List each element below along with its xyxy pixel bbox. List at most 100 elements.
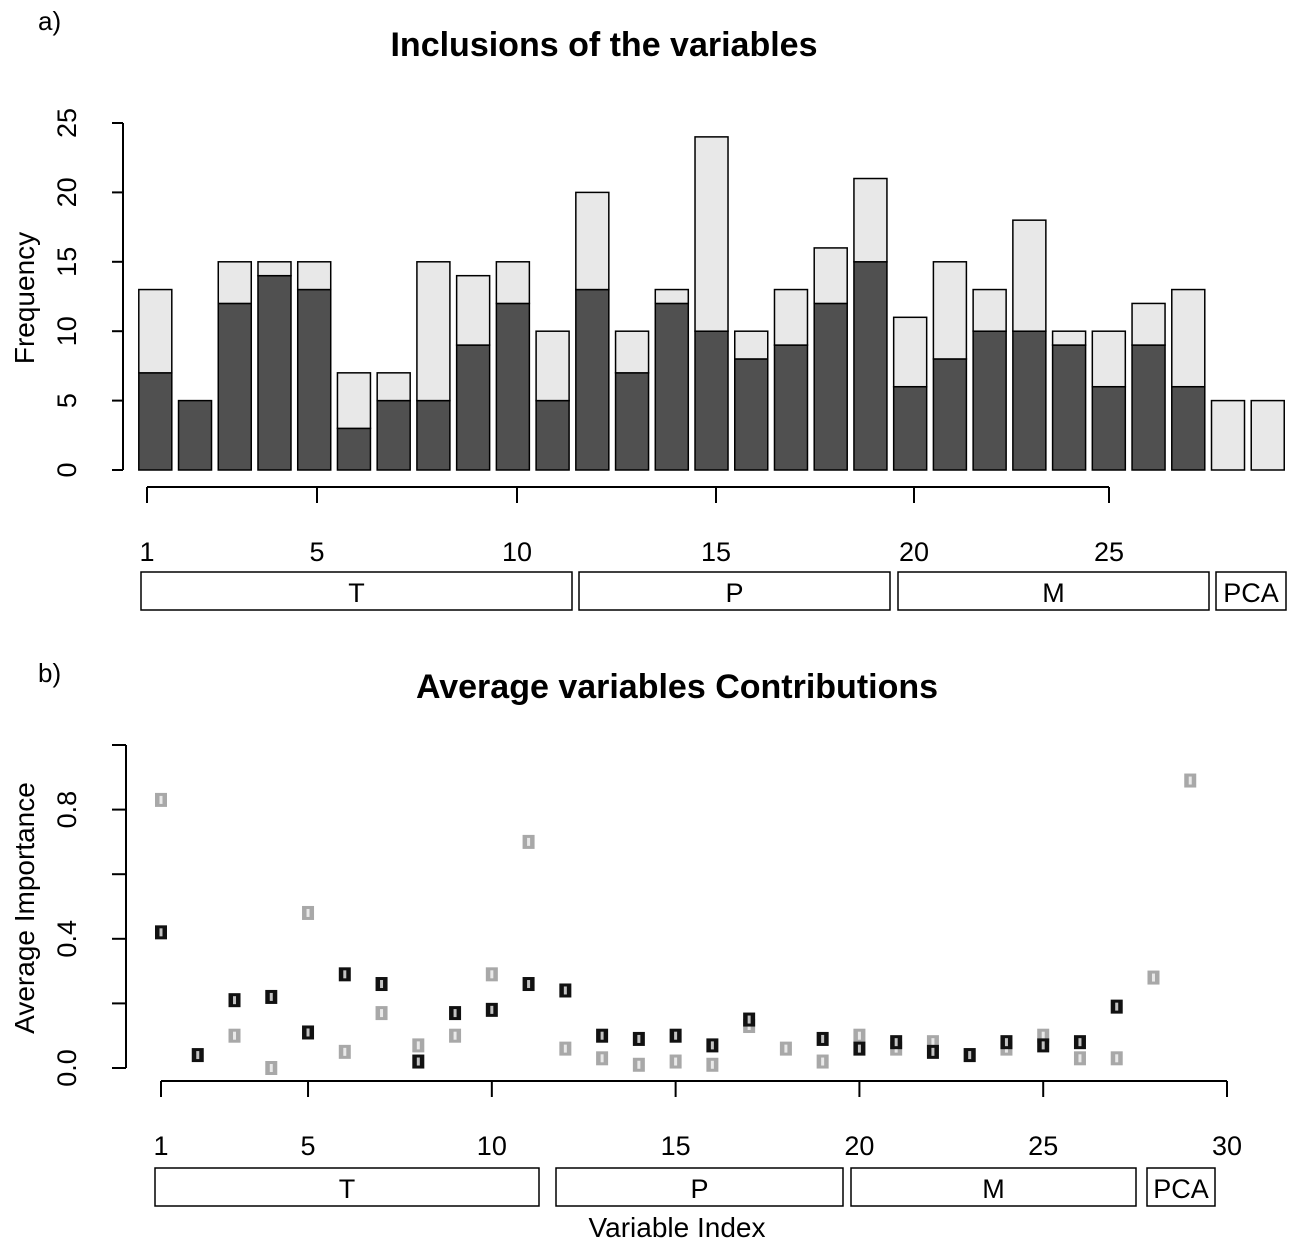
panel-b-x-tick-label: 20 <box>844 1131 874 1161</box>
panel-a-group-box <box>1215 571 1287 611</box>
panel-a-group-box <box>140 571 573 611</box>
panel-b-x-tick-label: 10 <box>477 1131 507 1161</box>
panel-b-group-box <box>1146 1167 1216 1207</box>
point-dark-highlight <box>857 1044 861 1053</box>
panel-a-y-tick-label: 0 <box>52 462 82 477</box>
point-light-highlight <box>1151 973 1155 982</box>
bar-light <box>1051 330 1087 346</box>
bar-dark <box>614 372 650 471</box>
point-light-highlight <box>600 1054 604 1063</box>
panel-b-group-box <box>154 1167 540 1207</box>
bar-dark <box>535 399 570 471</box>
bar-light <box>416 261 451 402</box>
bar-dark <box>1012 330 1047 471</box>
panel-a-title: Inclusions of the variables <box>390 26 817 64</box>
bar-dark <box>217 302 253 471</box>
point-dark-highlight <box>563 986 567 995</box>
bar-light <box>1250 399 1285 471</box>
panel-b-y-axis-label: Average Importance <box>9 782 40 1034</box>
bar-light <box>138 288 173 374</box>
point-light-highlight <box>710 1060 714 1069</box>
bar-dark <box>654 302 690 471</box>
point-dark-highlight <box>269 992 273 1001</box>
panel-b-group-label: M <box>982 1174 1005 1204</box>
panel-b-x-tick-label: 15 <box>661 1131 691 1161</box>
point-dark-highlight <box>527 980 531 989</box>
point-light-highlight <box>674 1057 678 1066</box>
bar-light <box>773 288 809 346</box>
bar-dark <box>1051 344 1087 471</box>
point-light-highlight <box>1041 1031 1045 1040</box>
bar-dark <box>773 344 809 471</box>
point-light-highlight <box>563 1044 567 1053</box>
point-dark-highlight <box>196 1051 200 1060</box>
panel-b-y-tick-label: 0.8 <box>52 791 82 829</box>
bar-dark <box>734 358 769 471</box>
point-light-highlight <box>233 1031 237 1040</box>
panel-b-x-axis-label: Variable Index <box>589 1212 766 1243</box>
point-dark-highlight <box>747 1015 751 1024</box>
point-light-highlight <box>380 1009 384 1018</box>
panel-b-group-label: T <box>339 1174 356 1204</box>
bar-dark <box>575 288 610 471</box>
bar-dark <box>1131 344 1166 471</box>
panel-b-plot-area: 0.00.40.81 5 10 15 20 25 30T P M PCA <box>52 744 1242 1207</box>
panel-a-label: a) <box>38 6 61 36</box>
panel-a: a) Inclusions of the variables Frequency… <box>9 6 1287 611</box>
point-light-highlight <box>1188 776 1192 785</box>
point-dark-highlight <box>159 928 163 937</box>
point-dark-highlight <box>343 970 347 979</box>
point-light-highlight <box>784 1044 788 1053</box>
point-light-highlight <box>490 970 494 979</box>
point-light-highlight <box>159 795 163 804</box>
point-light-highlight <box>269 1064 273 1072</box>
panel-a-group-label: T <box>348 578 365 608</box>
bar-light <box>296 261 332 291</box>
panel-b-group-label: PCA <box>1153 1174 1209 1204</box>
panel-b-y-tick-label: 0.0 <box>52 1049 82 1087</box>
bar-light <box>1091 330 1127 388</box>
panel-a-group-box <box>578 571 891 611</box>
bar-dark <box>1171 385 1206 471</box>
point-light-highlight <box>637 1060 641 1069</box>
bar-light <box>654 288 690 305</box>
bar-light <box>535 330 570 402</box>
bar-dark <box>853 261 888 471</box>
bar-light <box>336 372 372 430</box>
bar-dark <box>813 302 848 471</box>
bar-dark <box>694 330 729 471</box>
bar-light <box>455 274 491 346</box>
bar-light <box>853 177 888 263</box>
panel-a-y-tick-label: 5 <box>52 393 82 408</box>
panel-b: b) Average variables Contributions Avera… <box>9 658 1242 1243</box>
bar-light <box>495 261 531 305</box>
panel-a-x-tick-label: 15 <box>701 537 731 567</box>
bar-light <box>1131 302 1166 346</box>
bar-dark <box>177 399 213 471</box>
panel-a-x-tick-label: 25 <box>1094 537 1124 567</box>
bar-light <box>972 288 1007 332</box>
panel-a-group-box <box>897 571 1210 611</box>
panel-a-x-tick-label: 5 <box>309 537 324 567</box>
panel-a-y-tick-label: 10 <box>52 316 82 346</box>
point-dark-highlight <box>1004 1038 1008 1047</box>
panel-a-group-label: PCA <box>1223 578 1279 608</box>
bar-light <box>614 330 650 374</box>
panel-a-x-tick-label: 1 <box>139 537 154 567</box>
bar-dark <box>892 385 928 471</box>
point-dark-highlight <box>1115 1002 1119 1011</box>
point-light-highlight <box>931 1038 935 1047</box>
point-light-highlight <box>1115 1054 1119 1063</box>
bar-light <box>892 316 928 388</box>
bar-light <box>575 191 610 291</box>
panel-a-y-tick-label: 15 <box>52 247 82 277</box>
panel-b-title: Average variables Contributions <box>416 668 938 706</box>
point-light-highlight <box>416 1041 420 1050</box>
bar-dark <box>416 399 451 471</box>
panel-a-group-label: M <box>1042 578 1065 608</box>
point-dark-highlight <box>710 1041 714 1050</box>
point-dark-highlight <box>821 1034 825 1043</box>
point-dark-highlight <box>637 1034 641 1043</box>
point-light-highlight <box>306 908 310 917</box>
